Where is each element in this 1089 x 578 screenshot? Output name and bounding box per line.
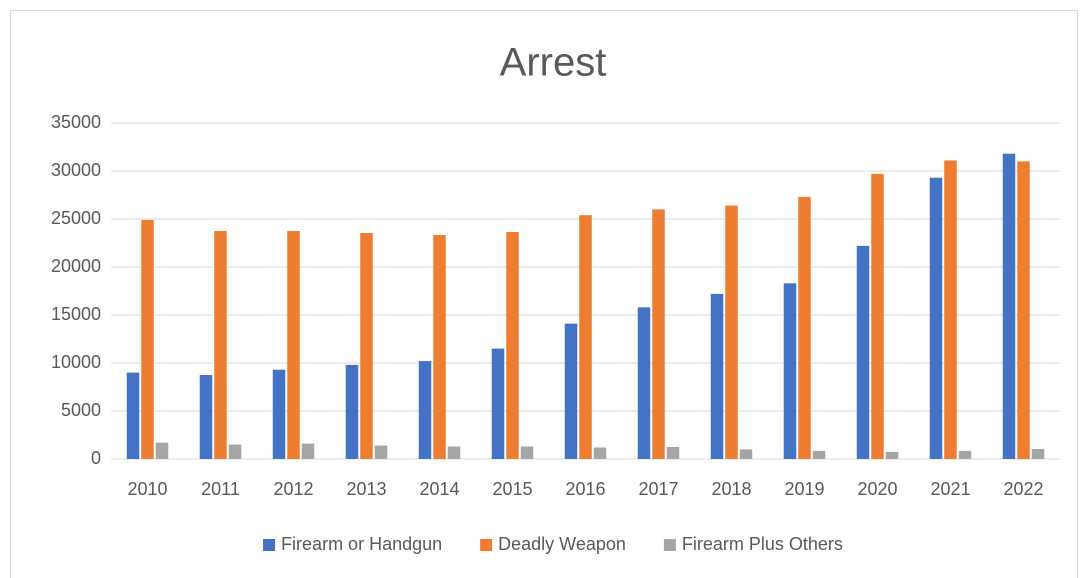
bar — [885, 451, 899, 459]
bar — [155, 442, 169, 459]
bar — [418, 361, 432, 459]
bar — [199, 375, 213, 459]
bar — [214, 231, 227, 459]
bar — [856, 245, 870, 459]
bar — [666, 447, 680, 459]
x-tick-label: 2016 — [565, 479, 605, 499]
bar — [345, 364, 359, 459]
x-tick-label: 2015 — [492, 479, 532, 499]
y-tick-label: 10000 — [51, 352, 101, 372]
y-tick-label: 0 — [91, 448, 101, 468]
legend-label: Firearm or Handgun — [281, 534, 442, 554]
bar — [1031, 448, 1045, 459]
bar — [374, 445, 388, 459]
bar — [301, 443, 315, 459]
x-tick-label: 2017 — [638, 479, 678, 499]
chart-border — [10, 10, 1078, 578]
bar — [447, 446, 461, 459]
y-tick-label: 20000 — [51, 256, 101, 276]
x-tick-label: 2012 — [273, 479, 313, 499]
bar — [564, 323, 578, 459]
bar — [228, 444, 242, 459]
x-tick-label: 2013 — [346, 479, 386, 499]
bar — [287, 231, 300, 459]
y-tick-label: 25000 — [51, 208, 101, 228]
x-tick-label: 2014 — [419, 479, 459, 499]
bar — [739, 449, 753, 459]
bar — [141, 219, 154, 459]
bar — [798, 196, 811, 460]
bar — [871, 173, 884, 459]
legend-label: Deadly Weapon — [498, 534, 626, 554]
y-tick-label: 15000 — [51, 304, 101, 324]
bar — [506, 231, 519, 459]
bar — [579, 215, 592, 459]
x-tick-label: 2020 — [857, 479, 897, 499]
x-tick-label: 2022 — [1003, 479, 1043, 499]
bar — [652, 209, 665, 459]
bar — [710, 293, 724, 459]
bar — [725, 205, 738, 459]
bar — [944, 160, 957, 459]
bar — [783, 283, 797, 459]
bar — [812, 450, 826, 459]
bar — [1002, 153, 1016, 459]
legend-swatch — [663, 539, 676, 551]
chart-title: Arrest — [500, 41, 607, 85]
legend-swatch — [480, 539, 493, 551]
x-tick-label: 2010 — [127, 479, 167, 499]
x-tick-label: 2021 — [930, 479, 970, 499]
bar — [593, 447, 607, 459]
bar — [491, 348, 505, 459]
bar — [637, 307, 651, 459]
y-tick-label: 5000 — [61, 400, 101, 420]
legend-label: Firearm Plus Others — [682, 534, 843, 554]
x-tick-label: 2019 — [784, 479, 824, 499]
bar — [126, 372, 140, 459]
y-tick-label: 35000 — [51, 112, 101, 132]
bar — [360, 233, 373, 459]
bar — [520, 446, 534, 459]
bar — [272, 369, 286, 459]
y-tick-label: 30000 — [51, 160, 101, 180]
bar — [958, 450, 972, 459]
x-tick-label: 2018 — [711, 479, 751, 499]
bar — [433, 235, 446, 459]
bar — [929, 177, 943, 459]
legend-swatch — [263, 539, 276, 551]
x-tick-label: 2011 — [201, 479, 240, 499]
bar — [1017, 161, 1030, 459]
